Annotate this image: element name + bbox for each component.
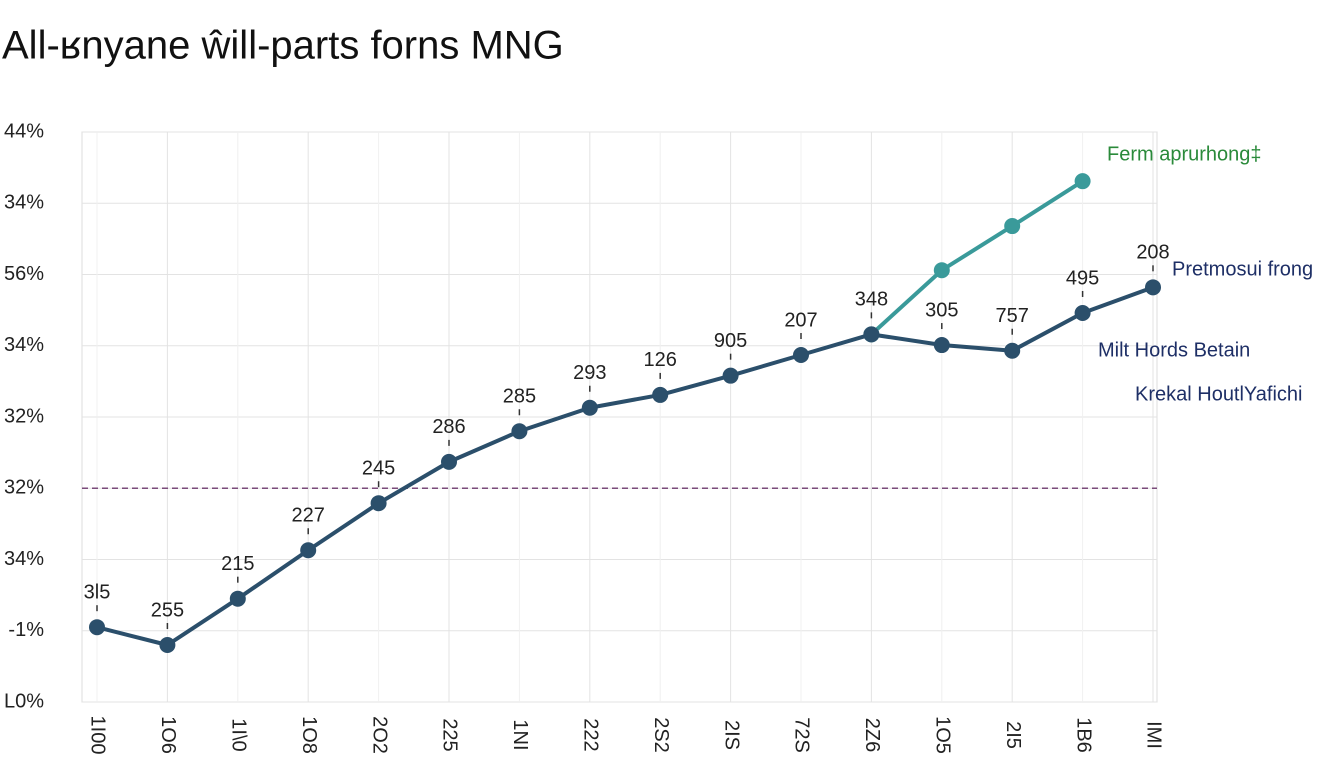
data-label: 305 [925,299,958,321]
data-point [159,637,176,653]
data-label: 286 [432,416,465,438]
x-tick-label: 1I00 [87,716,109,755]
y-tick-label: 56% [4,263,44,285]
data-point [863,326,880,343]
annotation: Krekal HoutlYafichi [1135,383,1302,405]
data-label: 255 [151,599,184,621]
data-point [1004,342,1021,359]
data-point [933,262,950,279]
y-tick-label: 34% [4,192,44,214]
data-point [933,337,950,354]
legend-label: Ferm aprurhong‡ [1107,143,1262,165]
x-tick-label: 1O8 [298,716,320,754]
x-tick-label: 225 [439,718,461,751]
x-tick-label: 2S2 [650,717,672,753]
data-label: 227 [292,505,325,527]
series-line [870,179,1084,336]
y-tick-label: 32% [4,477,44,499]
y-tick-label: 34% [4,548,44,570]
data-point [1004,218,1021,235]
chart-title: All-ʁnyane ŵill-parts forns MNG [2,24,564,68]
data-label: 293 [573,362,606,384]
data-point [300,542,317,559]
data-label: 208 [1136,242,1169,264]
x-tick-label: 222 [580,718,602,751]
x-tick-label: 1O5 [932,716,954,754]
x-tick-label: 2I5 [1002,721,1024,749]
data-label: 215 [221,553,254,575]
data-label: 348 [855,289,888,311]
x-tick-label: 72S [791,717,813,753]
data-point [1145,279,1161,296]
data-label: 905 [714,330,747,352]
data-point [722,367,739,384]
data-point [511,423,528,440]
x-tick-label: 1B6 [1072,717,1094,753]
y-tick-label: 34% [4,334,44,356]
data-label: 757 [996,305,1029,327]
x-tick-label: 1NI [509,719,531,750]
data-point [652,386,669,403]
data-label: 285 [503,386,536,408]
data-point [370,495,387,512]
x-tick-label: 1O6 [157,716,179,754]
x-tick-label: 2Z6 [861,718,883,752]
data-point [441,453,457,470]
data-point [1074,304,1091,321]
annotation: Milt Hords Betain [1098,339,1250,361]
data-point [581,399,598,416]
x-tick-label: IMI [1143,721,1165,749]
series-line [96,285,1154,647]
x-tick-label: 1I\0 [228,718,250,751]
y-tick-label: 44% [4,120,44,142]
y-tick-label: L0% [4,690,44,712]
data-point [229,590,246,607]
data-label: 495 [1066,267,1099,289]
x-tick-label: 2O2 [368,716,390,754]
data-label: 3l5 [84,581,111,603]
data-label: 126 [644,349,677,371]
data-label: 245 [362,457,395,479]
legend-label: Pretmosui frong [1172,258,1313,280]
data-point [89,619,105,636]
y-tick-label: 32% [4,405,44,427]
data-label: 207 [784,309,817,331]
data-point [1074,173,1091,190]
y-tick-label: -1% [8,619,44,641]
x-tick-label: 2IS [720,720,742,750]
data-point [793,347,809,364]
